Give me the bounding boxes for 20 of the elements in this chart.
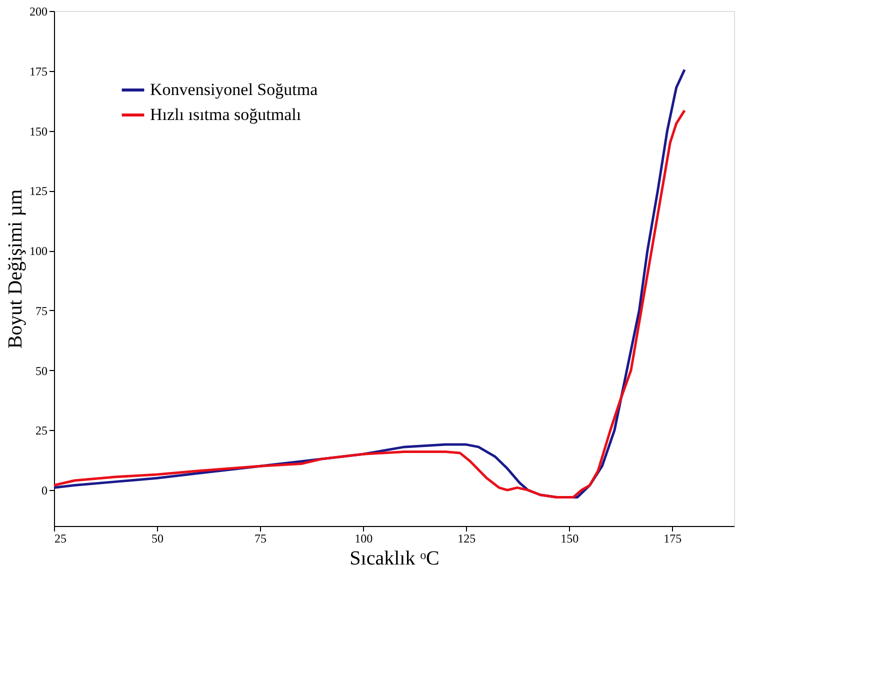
legend-label: Konvensiyonel Soğutma	[150, 80, 318, 99]
y-tick-label: 200	[30, 4, 48, 18]
x-tick-label: 75	[254, 532, 267, 546]
y-tick-label: 0	[42, 484, 48, 498]
y-tick-label: 100	[30, 244, 48, 258]
x-tick-label: 50	[152, 532, 164, 546]
y-tick-label: 75	[36, 304, 48, 318]
y-tick-label: 25	[36, 424, 48, 438]
y-tick-label: 50	[36, 364, 48, 378]
legend-label: Hızlı ısıtma soğutmalı	[150, 105, 302, 124]
y-tick-label: 175	[30, 64, 48, 78]
x-tick-label: 175	[664, 532, 682, 546]
x-tick-label: 25	[54, 532, 66, 546]
x-axis-title: Sıcaklık ᵒC	[350, 548, 440, 570]
x-tick-label: 150	[560, 532, 579, 546]
y-tick-label: 125	[30, 184, 48, 198]
x-tick-label: 100	[354, 532, 373, 546]
y-axis-title: Boyut Değişimi µm	[4, 188, 26, 349]
y-tick-label: 150	[30, 124, 48, 138]
x-tick-label: 125	[458, 532, 476, 546]
